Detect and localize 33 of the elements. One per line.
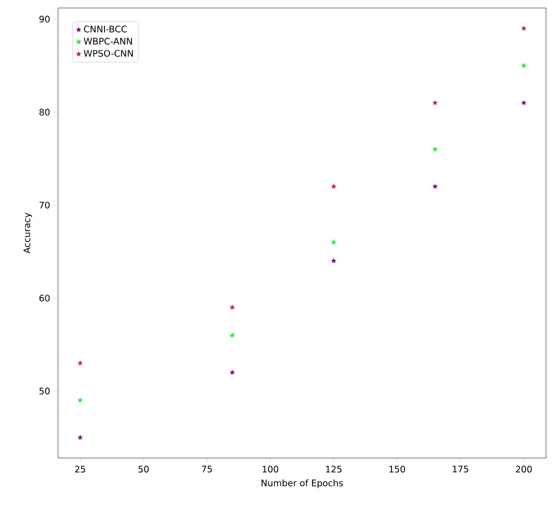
x-tick-label: 175 [452, 466, 468, 472]
point [432, 146, 438, 152]
point [520, 25, 527, 31]
point [432, 184, 438, 189]
y-tick-label: 90 [39, 16, 50, 23]
y-tick-label: 80 [39, 108, 50, 116]
point [330, 184, 337, 189]
point [77, 360, 84, 366]
point [520, 62, 527, 68]
point [432, 100, 438, 106]
x-tick-label: 75 [202, 466, 212, 472]
legend-label: WPSO-CNN [84, 50, 133, 57]
y-tick-label: 70 [40, 202, 50, 208]
x-axis-title: Number of Epochs [262, 479, 343, 488]
point [229, 369, 236, 375]
x-tick-label: 200 [516, 466, 532, 473]
legend-label: CNNI-BCC [84, 26, 127, 32]
y-axis-title: Accuracy [24, 212, 32, 254]
y-tick-label: 50 [40, 388, 50, 394]
y-tick-label: 60 [39, 294, 50, 302]
x-tick-label: 50 [138, 466, 149, 473]
x-tick-label: 150 [389, 466, 406, 473]
x-tick-label: 125 [326, 466, 342, 473]
point [330, 258, 337, 264]
x-tick-label: 25 [75, 466, 86, 473]
point [77, 397, 84, 403]
point [330, 239, 337, 245]
point [77, 434, 84, 440]
x-tick-label: 100 [262, 466, 278, 473]
point [229, 332, 236, 338]
point [520, 100, 527, 106]
point [229, 304, 236, 310]
legend-label: WBPC-ANN [84, 38, 132, 45]
